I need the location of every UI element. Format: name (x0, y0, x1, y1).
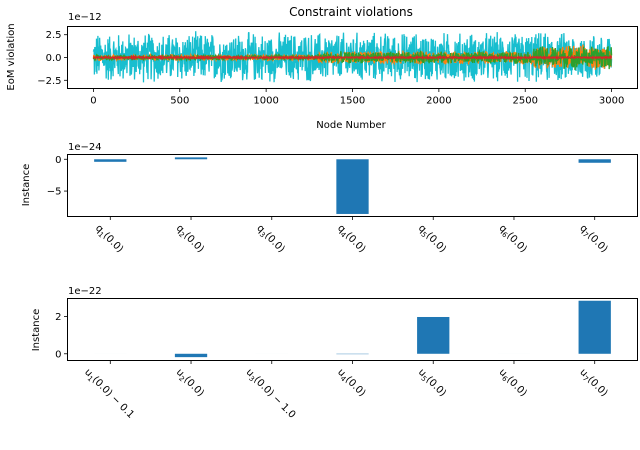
label-argument: (0.0) (181, 374, 206, 399)
label-argument: (0.0) (585, 374, 610, 399)
y-offset-label: 1e−22 (68, 286, 102, 297)
y-tick-label: 2 (55, 312, 61, 323)
bar-u5 (417, 316, 450, 354)
label-subscript: 7 (581, 375, 590, 384)
y-offset-label: 1e−12 (68, 12, 102, 23)
label-argument: (0.0) − 0.1 (90, 374, 136, 420)
bar-u7 (578, 300, 611, 354)
y-tick-label: −2.5 (37, 76, 61, 87)
label-argument: (0.0) (343, 374, 368, 399)
y-tick-label: 2.5 (46, 30, 62, 41)
label-subscript: 3 (258, 231, 267, 240)
label-subscript: 4 (339, 231, 348, 240)
x-tick-label: 1500 (340, 96, 365, 107)
plot-frame (67, 26, 638, 89)
q-instance-bar-chart: 1e−24 Instance q1(0.0) q2(0.0) q3(0.0) q4(0… (21, 142, 638, 256)
label-subscript: 2 (177, 375, 186, 384)
label-subscript: 5 (419, 231, 428, 240)
eom-violation-line-chart: Constraint violations 1e−12 Node Number … (6, 5, 638, 131)
label-argument: (0.0) (262, 230, 287, 255)
label-subscript: 5 (419, 375, 428, 384)
x-tick-label: q2(0.0) (173, 223, 206, 256)
u-instance-bar-chart: 1e−22 Instance u1(0.0) − 0.1 u2(0.0) u3(0.… (31, 286, 638, 422)
label-subscript: 4 (339, 375, 348, 384)
y-axis-label: Instance (31, 309, 42, 352)
label-argument: (0.0) (424, 230, 449, 255)
y-tick-label: 0 (55, 155, 61, 166)
label-subscript: 6 (500, 375, 509, 384)
y-tick-label: 0.0 (46, 53, 62, 64)
bar-q2 (174, 157, 208, 160)
bar-u2 (174, 353, 208, 358)
x-tick-label: q6(0.0) (496, 223, 529, 256)
x-tick-label: q3(0.0) (253, 223, 286, 256)
x-tick-label: 0 (90, 96, 96, 107)
label-subscript: 1 (86, 375, 95, 384)
label-subscript: 6 (500, 231, 509, 240)
y-axis-label: Instance (21, 164, 32, 207)
x-tick-label: 500 (170, 96, 189, 107)
x-tick-label: 3000 (599, 96, 624, 107)
x-tick-label: 2500 (513, 96, 538, 107)
x-tick-label: 2000 (426, 96, 451, 107)
y-axis-label: EoM violation (6, 23, 17, 90)
y-tick-label: 0 (55, 349, 61, 360)
bar-q4 (336, 159, 369, 214)
x-tick-label: q5(0.0) (415, 223, 448, 256)
bar-q7 (578, 159, 611, 163)
label-argument: (0.0) (585, 230, 610, 255)
label-subscript: 1 (96, 231, 105, 240)
series-line-3 (92, 46, 613, 71)
bar-q1 (94, 159, 127, 162)
label-argument: (0.0) (181, 230, 206, 255)
label-argument: (0.0) − 1.0 (251, 374, 297, 420)
label-argument: (0.0) (343, 230, 368, 255)
x-tick-label: q1(0.0) (92, 223, 125, 256)
x-tick-label: u7(0.0) (576, 367, 609, 400)
label-subscript: 3 (247, 375, 256, 384)
x-tick-label: u5(0.0) (415, 367, 448, 400)
label-argument: (0.0) (424, 374, 449, 399)
x-axis-label: Node Number (316, 120, 386, 131)
x-tick-label: u4(0.0) (334, 367, 367, 400)
x-tick-label: 1000 (253, 96, 278, 107)
series-line-4 (93, 54, 613, 61)
x-tick-label: u3(0.0) − 1.0 (243, 367, 298, 422)
plot-frame (67, 154, 638, 217)
y-offset-label: 1e−24 (68, 142, 102, 153)
plot-frame (67, 298, 638, 361)
label-argument: (0.0) (504, 374, 529, 399)
series-line-1 (92, 31, 613, 83)
label-subscript: 2 (177, 231, 186, 240)
label-argument: (0.0) (504, 230, 529, 255)
x-tick-label: u6(0.0) (496, 367, 529, 400)
x-tick-label: u2(0.0) (173, 367, 206, 400)
label-subscript: 7 (581, 231, 590, 240)
y-tick-label: −5 (47, 187, 62, 198)
chart-title: Constraint violations (289, 5, 413, 19)
x-tick-label: q4(0.0) (334, 223, 367, 256)
x-tick-label: u1(0.0) − 0.1 (81, 367, 136, 422)
x-tick-label: q7(0.0) (576, 223, 609, 256)
label-argument: (0.0) (101, 230, 126, 255)
